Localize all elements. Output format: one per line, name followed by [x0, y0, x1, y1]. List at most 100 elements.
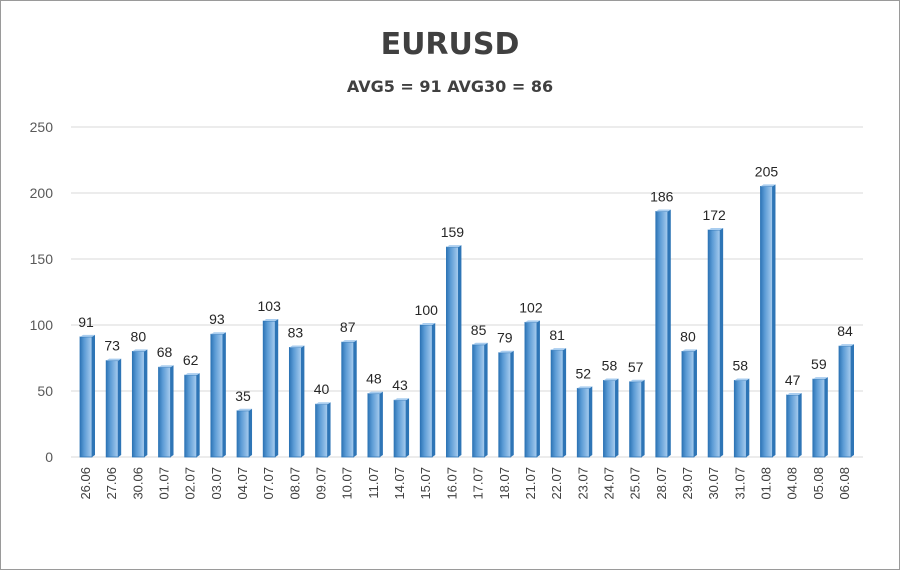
grid-lines: [71, 126, 863, 458]
data-label: 83: [288, 324, 304, 340]
bar: [393, 398, 410, 458]
y-tick-label: 0: [45, 449, 53, 465]
bar: [603, 378, 619, 458]
x-tick-label: 25.07: [628, 467, 643, 500]
data-label: 80: [131, 328, 147, 344]
x-tick-label: 16.07: [444, 467, 459, 500]
bar: [315, 402, 331, 458]
x-tick-label: 01.07: [157, 467, 172, 500]
bar: [184, 373, 200, 458]
bar: [236, 408, 253, 458]
bar: [838, 344, 854, 458]
data-label: 58: [602, 357, 618, 373]
bar: [498, 350, 514, 458]
data-label: 93: [209, 311, 225, 327]
data-label: 172: [702, 207, 726, 223]
x-tick-label: 15.07: [418, 467, 433, 500]
x-tick-label: 31.07: [732, 467, 747, 500]
x-tick-label: 04.08: [785, 467, 800, 500]
data-label: 40: [314, 381, 330, 397]
y-tick-label: 200: [30, 185, 54, 201]
bar: [550, 348, 567, 458]
x-tick-label: 09.07: [314, 467, 329, 500]
data-label: 43: [392, 377, 408, 393]
x-tick-label: 21.07: [523, 467, 538, 500]
data-label: 48: [366, 371, 382, 387]
data-label: 103: [258, 298, 282, 314]
x-tick-label: 03.07: [209, 467, 224, 500]
bar: [655, 209, 671, 458]
bar: [288, 345, 305, 458]
bar: [681, 349, 697, 458]
x-tick-label: 02.07: [183, 467, 198, 500]
x-axis-ticks: 26.06 27.06 30.06 01.07 02.07 03.07 04.07 07.07…: [78, 467, 852, 500]
x-tick-label: 23.07: [575, 467, 590, 500]
bar: [105, 358, 122, 458]
data-label: 59: [811, 356, 827, 372]
x-tick-label: 28.07: [654, 467, 669, 500]
data-labels: 91 73 80 68 62 93 35 103 83 40 87 48 43 100 159 85 79 102…: [78, 163, 853, 403]
bar: [367, 391, 383, 458]
bar: [786, 392, 802, 458]
data-label: 85: [471, 322, 487, 338]
data-label: 58: [733, 357, 749, 373]
bar: [262, 319, 279, 458]
data-label: 73: [104, 338, 120, 354]
y-tick-label: 150: [30, 251, 54, 267]
data-label: 79: [497, 330, 513, 346]
y-tick-label: 50: [37, 383, 53, 399]
y-tick-label: 250: [30, 119, 54, 135]
bar: [629, 379, 645, 458]
x-tick-label: 18.07: [497, 467, 512, 500]
x-tick-label: 08.07: [287, 467, 302, 500]
x-tick-label: 24.07: [601, 467, 616, 500]
x-tick-label: 17.07: [471, 467, 486, 500]
x-tick-label: 11.07: [366, 467, 381, 499]
chart-title: EURUSD: [380, 27, 520, 62]
data-label: 68: [157, 344, 173, 360]
chart-subtitle: AVG5 = 91 AVG30 = 86: [346, 77, 554, 96]
x-tick-label: 04.07: [235, 467, 250, 500]
y-tick-label: 100: [30, 317, 54, 333]
x-tick-label: 27.06: [104, 467, 119, 500]
data-label: 80: [680, 328, 696, 344]
bar: [341, 340, 357, 458]
x-tick-label: 29.07: [680, 467, 695, 500]
x-tick-label: 30.07: [706, 467, 721, 500]
bars: [79, 184, 854, 458]
data-label: 159: [441, 224, 465, 240]
data-label: 81: [549, 327, 565, 343]
bar: [472, 342, 488, 458]
x-tick-label: 01.08: [758, 467, 773, 500]
data-label: 87: [340, 319, 356, 335]
data-label: 35: [235, 388, 251, 404]
x-tick-label: 10.07: [340, 467, 355, 500]
x-tick-label: 22.07: [549, 467, 564, 500]
bar: [812, 377, 828, 458]
y-axis-ticks: 0 50 100 150 200 250: [30, 119, 54, 465]
bar: [79, 334, 95, 458]
bar: [446, 245, 462, 458]
data-label: 91: [78, 314, 94, 330]
x-tick-label: 30.06: [130, 467, 145, 500]
data-label: 84: [837, 323, 853, 339]
data-label: 100: [415, 302, 439, 318]
bar: [524, 320, 540, 458]
bar: [131, 349, 148, 458]
bar: [760, 184, 776, 458]
data-label: 186: [650, 188, 674, 204]
x-tick-label: 05.08: [811, 467, 826, 500]
x-tick-label: 26.06: [78, 467, 93, 500]
data-label: 205: [755, 163, 779, 179]
bar: [419, 323, 436, 458]
x-tick-label: 07.07: [261, 467, 276, 500]
bar: [707, 227, 724, 458]
bar: [576, 386, 593, 458]
bar: [733, 378, 750, 458]
x-tick-label: 14.07: [392, 467, 407, 500]
bar: [158, 365, 174, 458]
bar: [210, 332, 226, 458]
data-label: 62: [183, 352, 199, 368]
